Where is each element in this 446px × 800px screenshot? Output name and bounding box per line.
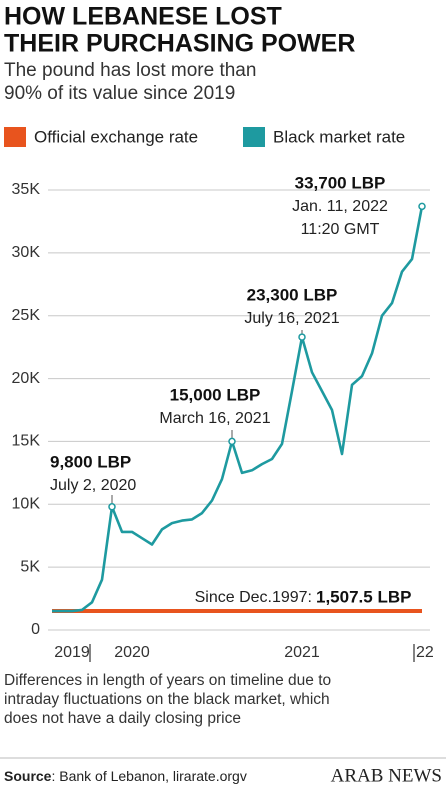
- subtitle: 90% of its value since 2019: [4, 83, 235, 104]
- y-tick-label: 5K: [20, 558, 40, 575]
- line-series: [52, 206, 424, 613]
- y-tick-label: 35K: [12, 181, 41, 198]
- x-tick-label: 2020: [114, 644, 150, 661]
- y-tick-label: 15K: [12, 433, 41, 450]
- annotation-date: Jan. 11, 2022: [292, 198, 388, 215]
- legend-label: Black market rate: [273, 127, 405, 146]
- source: Source: Bank of Lebanon, lirarate.orgv: [4, 768, 247, 784]
- legend-label: Official exchange rate: [34, 127, 198, 146]
- annotation-time: 11:20 GMT: [301, 221, 380, 238]
- legend-swatch: [4, 127, 26, 147]
- source-text: : Bank of Lebanon, lirarate.orgv: [51, 768, 246, 784]
- annotation-date: July 16, 2021: [244, 310, 339, 327]
- y-tick-label: 30K: [12, 244, 41, 261]
- official-label: 1,507.5 LBP: [316, 587, 411, 606]
- annotation-value: 15,000 LBP: [170, 385, 261, 404]
- y-tick-label: 0: [31, 621, 40, 638]
- footnote: intraday fluctuations on the black marke…: [4, 691, 330, 708]
- title: THEIR PURCHASING POWER: [4, 30, 355, 58]
- peak-marker: [298, 333, 306, 341]
- subtitle: The pound has lost more than: [4, 60, 256, 81]
- peak-marker: [228, 437, 236, 446]
- annotation-value: 33,700 LBP: [295, 173, 386, 192]
- annotation-value: 23,300 LBP: [247, 285, 338, 304]
- source-label: Source: [4, 768, 52, 784]
- peak-marker: [108, 503, 116, 511]
- y-tick-label: 25K: [12, 307, 41, 324]
- x-tick-label: 22: [416, 644, 434, 661]
- annotation-date: July 2, 2020: [50, 477, 136, 494]
- brand: ARAB NEWS: [331, 765, 442, 786]
- title: HOW LEBANESE LOST: [4, 3, 282, 31]
- annotation-value: 9,800 LBP: [50, 452, 131, 471]
- official-note: Since Dec.1997:: [195, 589, 312, 606]
- y-tick-label: 20K: [12, 370, 41, 387]
- x-tick-label: 2021: [284, 644, 320, 661]
- x-tick-label: 2019: [54, 644, 90, 661]
- footnote: Differences in length of years on timeli…: [4, 672, 331, 689]
- legend-swatch: [243, 127, 265, 147]
- y-tick-label: 10K: [12, 496, 41, 513]
- footnote: does not have a daily closing price: [4, 710, 241, 727]
- peak-marker: [418, 202, 426, 211]
- annotation-date: March 16, 2021: [159, 410, 270, 427]
